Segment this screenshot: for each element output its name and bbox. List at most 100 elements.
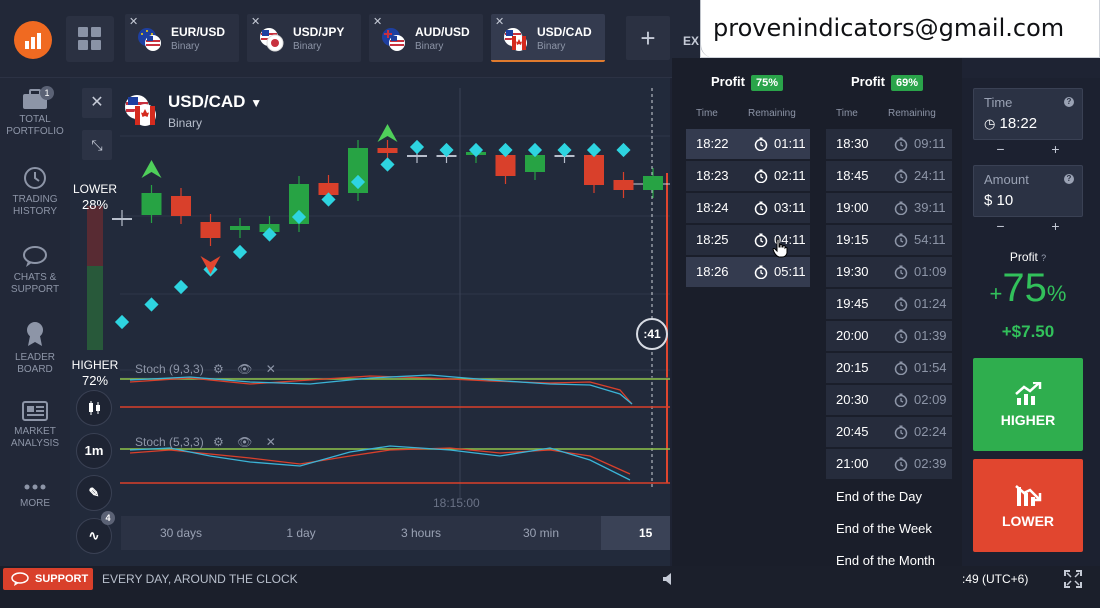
period-30-days[interactable]: 30 days bbox=[159, 526, 203, 540]
expiry-time: 18:45 bbox=[836, 168, 869, 183]
gear-icon[interactable]: ⚙ bbox=[213, 435, 224, 449]
help-icon[interactable]: ? bbox=[1041, 253, 1047, 263]
remaining-text: 04:11 bbox=[774, 232, 806, 247]
logo-icon[interactable] bbox=[14, 21, 52, 59]
volume-icon[interactable] bbox=[662, 572, 674, 586]
sidebar-item-chats-support[interactable]: CHATS & SUPPORT bbox=[0, 244, 70, 296]
sidebar-item-market-analysis[interactable]: MARKET ANALYSIS bbox=[0, 400, 70, 450]
candlestick-chart[interactable] bbox=[70, 78, 670, 566]
tab-aud-usd[interactable]: ✕ AUD/USD Binary bbox=[369, 14, 483, 62]
expiry-option[interactable]: 21:00 02:39 bbox=[826, 449, 952, 479]
stopwatch-icon bbox=[754, 201, 768, 216]
remaining-text: 09:11 bbox=[914, 136, 946, 151]
price-chart[interactable]: USD/CAD ▼ Binary ✕ ⤡ LOWER 28% HIGHER 72… bbox=[70, 78, 670, 566]
expiry-option[interactable]: 20:00 01:39 bbox=[826, 321, 952, 351]
amount-increase-button[interactable]: + bbox=[1051, 218, 1060, 234]
expiry-option[interactable]: 19:45 01:24 bbox=[826, 289, 952, 319]
remaining-text: 01:11 bbox=[774, 136, 806, 151]
time-decrease-button[interactable]: − bbox=[996, 141, 1005, 157]
close-icon[interactable]: ✕ bbox=[373, 16, 383, 28]
sidebar-item-total-portfolio[interactable]: 1 TOTAL PORTFOLIO bbox=[0, 86, 70, 138]
us-ca-flag-icon bbox=[125, 95, 156, 126]
sidebar-item-label: PORTFOLIO bbox=[6, 126, 64, 137]
expiry-option[interactable]: 19:30 01:09 bbox=[826, 257, 952, 287]
signal-marker bbox=[173, 279, 189, 295]
chart-type-button[interactable] bbox=[76, 390, 112, 426]
amount-decrease-button[interactable]: − bbox=[996, 218, 1005, 234]
expiry-end-of-month[interactable]: End of the Month bbox=[836, 553, 936, 568]
sidebar-item-leader-board[interactable]: LEADER BOARD bbox=[0, 320, 70, 376]
stoch-panel-2 bbox=[120, 445, 670, 484]
remaining-text: 03:11 bbox=[774, 200, 806, 215]
stopwatch-icon bbox=[754, 169, 768, 184]
close-chart-button[interactable]: ✕ bbox=[82, 88, 112, 118]
indicators-button[interactable]: ∿ 4 bbox=[76, 511, 115, 554]
remaining-text: 01:09 bbox=[914, 264, 947, 279]
close-icon[interactable]: ✕ bbox=[265, 362, 276, 376]
expiry-option[interactable]: 19:00 39:11 bbox=[826, 193, 952, 223]
period-1-day[interactable]: 1 day bbox=[286, 526, 316, 540]
stoch-indicator-2: Stoch (5,3,3) ⚙ 👁 ✕ bbox=[135, 435, 276, 449]
expiry-option[interactable]: 18:45 24:11 bbox=[826, 161, 952, 191]
expiry-option[interactable]: 18:25 04:11 bbox=[686, 225, 810, 255]
remaining-text: 24:11 bbox=[914, 168, 946, 183]
amount-value[interactable]: $ 10 bbox=[984, 192, 1014, 209]
expiry-option[interactable]: 18:30 09:11 bbox=[826, 129, 952, 159]
asset-selector[interactable]: USD/CAD ▼ bbox=[168, 92, 262, 112]
expiry-end-of-week[interactable]: End of the Week bbox=[836, 521, 932, 536]
expiry-end-of-day[interactable]: End of the Day bbox=[836, 489, 922, 504]
expiry-option[interactable]: 20:15 01:54 bbox=[826, 353, 952, 383]
lower-percent: 28% bbox=[81, 197, 109, 212]
close-icon[interactable]: ✕ bbox=[495, 16, 505, 28]
support-button[interactable]: SUPPORT bbox=[3, 568, 93, 590]
gear-icon[interactable]: ⚙ bbox=[213, 362, 224, 376]
expiry-option[interactable]: 20:45 02:24 bbox=[826, 417, 952, 447]
tab-eur-usd[interactable]: ✕ EUR/USD Binary bbox=[125, 14, 239, 62]
tab-usd-cad[interactable]: ✕ USD/CAD Binary bbox=[491, 14, 605, 62]
higher-percent: 72% bbox=[81, 373, 109, 388]
sidebar-item-trading-history[interactable]: TRADING HISTORY bbox=[0, 166, 70, 218]
expiry-option[interactable]: 18:26 05:11 bbox=[686, 257, 810, 287]
timeframe-button[interactable]: 1m bbox=[76, 433, 112, 469]
pencil-icon: ✎ bbox=[88, 485, 100, 500]
time-increase-button[interactable]: + bbox=[1051, 141, 1060, 157]
asset-grid-button[interactable] bbox=[66, 16, 114, 62]
help-icon[interactable]: ? bbox=[1064, 174, 1074, 184]
expiry-option[interactable]: 18:23 02:11 bbox=[686, 161, 810, 191]
collapse-chart-button[interactable]: ⤡ bbox=[82, 130, 112, 160]
signal-marker bbox=[439, 142, 454, 158]
col-header-time: Time bbox=[836, 108, 858, 119]
signal-marker bbox=[262, 227, 277, 242]
medal-icon bbox=[27, 322, 43, 346]
stoch-indicator-1: Stoch (9,3,3) ⚙ 👁 ✕ bbox=[135, 362, 276, 376]
period-3-hours[interactable]: 3 hours bbox=[400, 526, 442, 540]
expiry-remaining: 01:54 bbox=[894, 353, 947, 383]
remaining-text: 02:24 bbox=[914, 424, 947, 439]
draw-tools-button[interactable]: ✎ bbox=[76, 475, 112, 511]
help-icon[interactable]: ? bbox=[1064, 97, 1074, 107]
grid-icon bbox=[78, 27, 88, 37]
expiry-option[interactable]: 20:30 02:09 bbox=[826, 385, 952, 415]
higher-button[interactable]: HIGHER bbox=[973, 358, 1083, 451]
close-icon[interactable]: ✕ bbox=[265, 435, 276, 449]
fullscreen-icon[interactable] bbox=[1064, 570, 1082, 588]
trend-down-icon bbox=[1015, 485, 1042, 506]
tab-usd-jpy[interactable]: ✕ USD/JPY Binary bbox=[247, 14, 361, 62]
add-tab-button[interactable]: + bbox=[626, 16, 670, 60]
time-input[interactable]: Time ? ◷ 18:22 bbox=[973, 88, 1083, 140]
candle bbox=[289, 184, 309, 224]
sidebar-item-more[interactable]: MORE bbox=[0, 480, 70, 510]
eye-icon[interactable]: 👁 bbox=[237, 435, 253, 449]
amount-input[interactable]: Amount ? $ 10 bbox=[973, 165, 1083, 217]
close-icon[interactable]: ✕ bbox=[129, 16, 139, 28]
period-15-min[interactable]: 15 min bbox=[601, 516, 670, 550]
eye-icon[interactable]: 👁 bbox=[237, 362, 253, 376]
period-30-min[interactable]: 30 min bbox=[522, 526, 560, 540]
expiry-option[interactable]: 19:15 54:11 bbox=[826, 225, 952, 255]
close-icon[interactable]: ✕ bbox=[251, 16, 261, 28]
lower-button[interactable]: LOWER bbox=[973, 459, 1083, 552]
expiry-option[interactable]: 18:22 01:11 bbox=[686, 129, 810, 159]
expiry-time: 20:15 bbox=[836, 360, 869, 375]
expiry-option[interactable]: 18:24 03:11 bbox=[686, 193, 810, 223]
remaining-text: 54:11 bbox=[914, 232, 946, 247]
